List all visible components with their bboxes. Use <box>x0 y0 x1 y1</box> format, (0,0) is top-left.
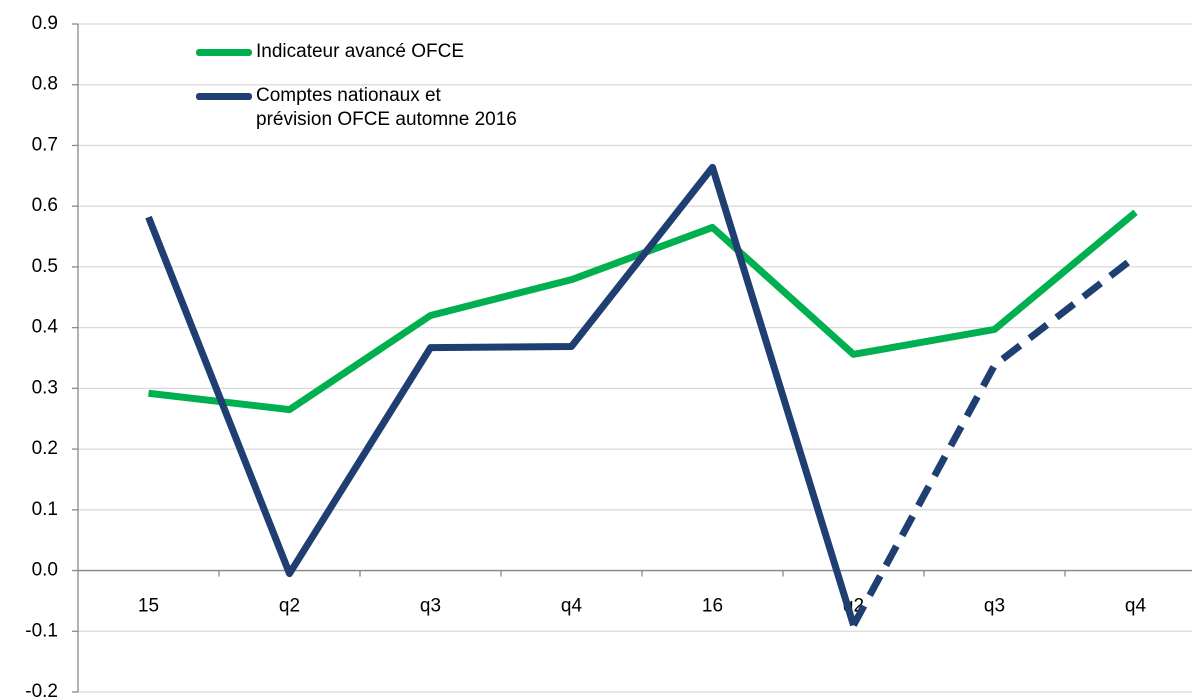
y-tick-label: -0.2 <box>25 681 58 700</box>
legend: Indicateur avancé OFCE Comptes nationaux … <box>196 40 517 152</box>
legend-entry: Indicateur avancé OFCE <box>196 40 517 64</box>
y-tick-label: 0.0 <box>32 560 58 581</box>
x-tick-label: 16 <box>702 596 723 617</box>
y-tick-label: 0.1 <box>32 499 58 520</box>
y-tick-label: 0.5 <box>32 256 58 277</box>
x-tick-label: q2 <box>279 596 300 617</box>
legend-entry: Comptes nationaux et prévision OFCE auto… <box>196 84 517 132</box>
legend-label: Comptes nationaux et prévision OFCE auto… <box>256 85 517 130</box>
y-tick-label: 0.6 <box>32 195 58 216</box>
y-tick-label: 0.9 <box>32 13 58 34</box>
series-line <box>145 163 857 627</box>
x-tick-label: q4 <box>1125 596 1147 617</box>
series-line-dashed <box>850 253 1138 627</box>
x-tick-label: q3 <box>420 596 441 617</box>
y-tick-label: 0.4 <box>32 317 59 338</box>
y-tick-label: -0.1 <box>25 620 58 641</box>
x-tick-label: 15 <box>138 596 159 617</box>
x-tick-label: q4 <box>561 596 583 617</box>
legend-swatch <box>196 93 252 100</box>
y-tick-label: 0.2 <box>32 438 58 459</box>
legend-swatch <box>196 49 252 56</box>
y-tick-label: 0.8 <box>32 74 58 95</box>
x-tick-label: q3 <box>984 596 1005 617</box>
legend-label: Indicateur avancé OFCE <box>256 41 465 62</box>
y-tick-label: 0.3 <box>32 377 58 398</box>
y-tick-label: 0.7 <box>32 134 58 155</box>
